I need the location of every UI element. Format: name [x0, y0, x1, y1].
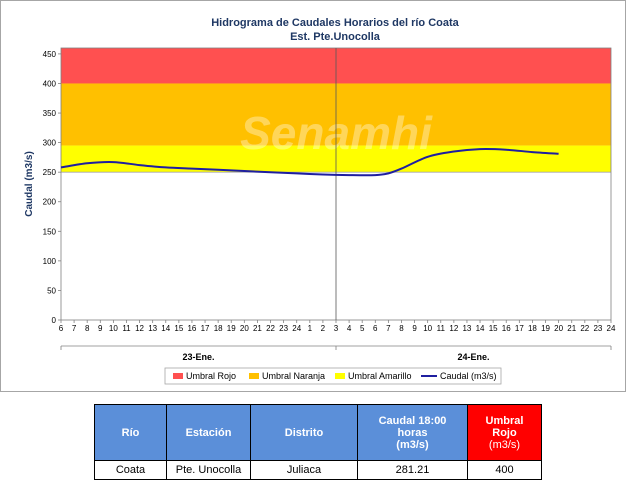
legend-swatch-amarillo [335, 373, 345, 379]
x-tick-label-18: 24 [292, 324, 301, 333]
header-umbral-line3: (m3/s) [488, 438, 521, 451]
x-tick-label-3: 9 [98, 324, 103, 333]
x-tick-label-42: 24 [607, 324, 616, 333]
legend-label-rojo: Umbral Rojo [186, 371, 236, 381]
x-tick-label-22: 4 [347, 324, 352, 333]
y-tick-label-5: 250 [43, 168, 57, 177]
x-tick-label-36: 18 [528, 324, 537, 333]
table-header-row: Río Estación Distrito Caudal 18:00 horas… [94, 404, 542, 461]
x-tick-label-7: 13 [148, 324, 157, 333]
x-tick-label-25: 7 [386, 324, 391, 333]
x-tick-label-35: 17 [515, 324, 524, 333]
cell-distrito: Juliaca [250, 460, 358, 480]
x-tick-label-14: 20 [240, 324, 249, 333]
x-tick-label-19: 1 [308, 324, 313, 333]
x-tick-label-41: 23 [593, 324, 602, 333]
x-tick-label-26: 8 [399, 324, 404, 333]
header-umbral-line1: Umbral [485, 414, 524, 427]
x-tick-label-15: 21 [253, 324, 262, 333]
cell-estacion: Pte. Unocolla [166, 460, 251, 480]
legend-swatch-naranja [249, 373, 259, 379]
x-tick-label-12: 18 [214, 324, 223, 333]
info-table: Río Estación Distrito Caudal 18:00 horas… [94, 404, 542, 480]
x-tick-label-13: 19 [227, 324, 236, 333]
hydrograph-chart: Hidrograma de Caudales Horarios del río … [24, 17, 616, 385]
x-tick-label-9: 15 [174, 324, 183, 333]
x-tick-label-31: 13 [462, 324, 471, 333]
y-tick-label-1: 50 [47, 286, 56, 295]
y-tick-label-7: 350 [43, 109, 57, 118]
chart-subtitle: Est. Pte.Unocolla [290, 31, 381, 43]
day-label-1: 24-Ene. [457, 352, 489, 362]
chart-title: Hidrograma de Caudales Horarios del río … [211, 17, 459, 29]
x-tick-label-10: 16 [187, 324, 196, 333]
header-rio: Río [94, 404, 167, 461]
header-caudal: Caudal 18:00 horas (m3/s) [357, 404, 468, 461]
header-caudal-line3: (m3/s) [396, 438, 429, 451]
table-row: Coata Pte. Unocolla Juliaca 281.21 400 [94, 460, 542, 480]
cell-caudal: 281.21 [357, 460, 468, 480]
day-label-0: 23-Ene. [182, 352, 214, 362]
y-axis-label: Caudal (m3/s) [24, 151, 35, 217]
y-tick-label-2: 100 [43, 257, 57, 266]
x-tick-label-39: 21 [567, 324, 576, 333]
x-tick-label-23: 5 [360, 324, 365, 333]
x-tick-label-2: 8 [85, 324, 90, 333]
x-tick-label-34: 16 [502, 324, 511, 333]
y-tick-label-3: 150 [43, 227, 57, 236]
x-tick-label-28: 10 [423, 324, 432, 333]
header-umbral: Umbral Rojo (m3/s) [467, 404, 542, 461]
x-tick-label-11: 17 [201, 324, 210, 333]
legend-box [164, 367, 502, 385]
x-tick-label-27: 9 [412, 324, 417, 333]
chart-frame: Hidrograma de Caudales Horarios del río … [0, 0, 626, 392]
series-line-caudal [60, 147, 559, 177]
cell-umbral: 400 [467, 460, 542, 480]
header-distrito-label: Distrito [284, 426, 324, 439]
x-tick-label-8: 14 [161, 324, 170, 333]
y-tick-label-8: 400 [43, 79, 57, 88]
y-tick-label-4: 200 [43, 198, 57, 207]
header-distrito: Distrito [250, 404, 358, 461]
x-tick-label-1: 7 [72, 324, 77, 333]
y-tick-label-9: 450 [43, 50, 57, 59]
watermark-logo: Senamhi [240, 107, 433, 159]
x-tick-label-0: 6 [59, 324, 64, 333]
legend-label-caudal: Caudal (m3/s) [440, 371, 497, 381]
x-tick-label-5: 11 [122, 324, 131, 333]
x-tick-label-17: 23 [279, 324, 288, 333]
y-tick-label-0: 0 [52, 316, 57, 325]
x-tick-label-29: 11 [437, 324, 446, 333]
header-caudal-line1: Caudal 18:00 [378, 414, 447, 427]
x-tick-label-40: 22 [580, 324, 589, 333]
legend-label-amarillo: Umbral Amarillo [348, 371, 412, 381]
x-tick-label-32: 14 [476, 324, 485, 333]
x-tick-label-20: 2 [321, 324, 326, 333]
x-tick-label-6: 12 [135, 324, 144, 333]
x-tick-label-21: 3 [334, 324, 339, 333]
x-tick-label-30: 12 [449, 324, 458, 333]
y-tick-label-6: 300 [43, 139, 57, 148]
legend-label-naranja: Umbral Naranja [262, 371, 325, 381]
x-tick-label-37: 19 [541, 324, 550, 333]
header-estacion: Estación [166, 404, 251, 461]
x-tick-label-24: 6 [373, 324, 378, 333]
legend-swatch-rojo [173, 373, 183, 379]
x-tick-label-38: 20 [554, 324, 563, 333]
legend: Umbral Rojo Umbral Naranja Umbral Amaril… [164, 367, 502, 385]
cell-rio: Coata [94, 460, 167, 480]
x-tick-label-16: 22 [266, 324, 275, 333]
header-caudal-line2: horas [397, 426, 428, 439]
header-umbral-line2: Rojo [492, 426, 517, 439]
x-tick-label-4: 10 [109, 324, 118, 333]
x-tick-label-33: 15 [489, 324, 498, 333]
